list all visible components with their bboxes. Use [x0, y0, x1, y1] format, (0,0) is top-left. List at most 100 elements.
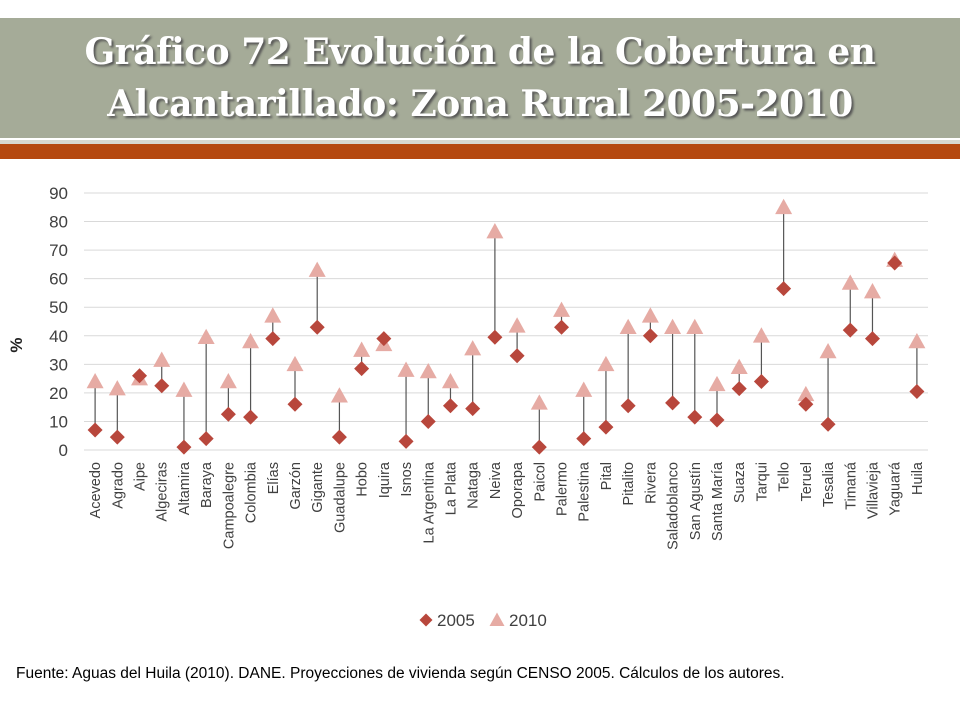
point-2010-16: [441, 372, 459, 389]
x-tick-label: Pitalito: [621, 462, 637, 506]
x-tick-label: Acevedo: [88, 462, 104, 518]
title-band: [0, 18, 960, 138]
x-tick-label: Tello: [777, 462, 793, 492]
x-tick-label: Tesalia: [821, 461, 837, 507]
y-tick-label: 40: [49, 327, 68, 346]
point-2010-0: [86, 372, 104, 389]
point-2010-3: [153, 351, 171, 367]
x-tick-label: Timaná: [843, 461, 859, 510]
point-2010-20: [530, 394, 548, 410]
point-2010-12: [353, 341, 371, 357]
x-tick-label: Gigante: [310, 462, 326, 513]
point-2010-7: [242, 332, 260, 349]
x-tick-label: Oporapa: [510, 461, 526, 518]
point-2005-24: [620, 398, 636, 414]
point-2010-21: [553, 301, 571, 317]
x-tick-label: Colombia: [244, 461, 260, 523]
x-axis-ticks: Acevedo Agrado Aipe Algeciras Altamira Baraya…: [88, 461, 926, 550]
point-2005-15: [420, 413, 436, 429]
point-2010-31: [775, 198, 793, 215]
point-2010-37: [908, 332, 926, 349]
x-tick-label: Algeciras: [155, 462, 171, 522]
point-2010-9: [286, 355, 304, 372]
point-2010-17: [464, 340, 482, 356]
x-tick-label: Palermo: [555, 462, 571, 516]
point-2005-34: [842, 322, 858, 338]
point-2005-31: [776, 281, 792, 297]
x-tick-label: Iquira: [377, 461, 393, 498]
point-2010-29: [730, 358, 748, 374]
point-2010-22: [575, 381, 593, 397]
slide-title: Gráfico 72 Evolución de la Cobertura en …: [84, 31, 876, 125]
point-2005-1: [109, 429, 125, 445]
point-2010-8: [264, 307, 282, 323]
chart-grid: [84, 192, 928, 451]
point-2005-21: [554, 319, 570, 335]
point-2005-6: [220, 406, 236, 422]
x-tick-label: Elías: [266, 462, 282, 494]
point-2010-27: [686, 318, 704, 335]
x-tick-label: Isnos: [399, 462, 415, 497]
point-2010-4: [175, 381, 193, 397]
series-2005: [87, 255, 925, 455]
point-2005-35: [864, 331, 880, 347]
source-note: Fuente: Aguas del Huila (2010). DANE. Pr…: [16, 665, 785, 682]
legend-2005-marker: [419, 613, 433, 627]
point-2005-30: [753, 373, 769, 389]
x-tick-label: Huila: [910, 461, 926, 495]
y-tick-label: 70: [49, 241, 68, 260]
y-tick-label: 0: [59, 441, 68, 460]
x-tick-label: Suaza: [732, 461, 748, 503]
x-tick-label: Hobo: [355, 462, 371, 497]
point-2005-17: [465, 401, 481, 417]
point-2010-34: [841, 274, 859, 290]
x-tick-label: La Argentina: [421, 461, 437, 543]
change-stems: [94, 207, 918, 448]
x-tick-label: Neiva: [488, 461, 504, 499]
point-2005-32: [798, 396, 814, 412]
point-2010-35: [863, 283, 881, 299]
point-2010-33: [819, 342, 837, 359]
point-2005-2: [132, 368, 148, 384]
y-tick-label: 20: [49, 384, 68, 403]
x-tick-label: Rivera: [643, 461, 659, 504]
point-2005-37: [909, 383, 925, 399]
legend-2010-marker: [489, 612, 505, 626]
point-2005-36: [887, 255, 903, 271]
x-tick-label: Campoalegre: [221, 462, 237, 549]
x-tick-label: Aipe: [133, 462, 149, 491]
x-tick-label: Agrado: [110, 462, 126, 509]
point-2010-10: [308, 261, 326, 277]
x-tick-label: Baraya: [199, 461, 215, 508]
x-tick-label: Villavieja: [865, 461, 881, 519]
legend-2010-label: 2010: [509, 611, 547, 630]
point-2010-14: [397, 361, 415, 377]
x-tick-label: Guadalupe: [332, 462, 348, 533]
point-2005-25: [642, 328, 658, 344]
point-2005-0: [87, 422, 103, 438]
point-2005-5: [198, 431, 214, 447]
x-tick-label: Saladoblanco: [666, 462, 682, 550]
point-2010-11: [330, 387, 348, 403]
point-2005-18: [487, 329, 503, 345]
point-2010-30: [752, 327, 770, 343]
x-tick-label: Tarqui: [754, 462, 770, 502]
x-tick-label: La Plata: [443, 461, 459, 515]
x-tick-label: Nataga: [466, 461, 482, 509]
point-2005-22: [576, 431, 592, 447]
point-2005-11: [331, 429, 347, 445]
y-tick-label: 60: [49, 270, 68, 289]
x-tick-label: Garzón: [288, 462, 304, 510]
title-divider-light: [0, 140, 960, 144]
point-2005-28: [709, 412, 725, 428]
y-tick-label: 10: [49, 412, 68, 431]
point-2005-4: [176, 439, 192, 455]
point-2010-23: [597, 355, 615, 372]
point-2005-3: [154, 378, 170, 394]
point-2005-23: [598, 419, 614, 435]
y-tick-label: 50: [49, 298, 68, 317]
point-2010-24: [619, 318, 637, 335]
point-2005-9: [287, 396, 303, 412]
point-2010-18: [486, 223, 504, 239]
